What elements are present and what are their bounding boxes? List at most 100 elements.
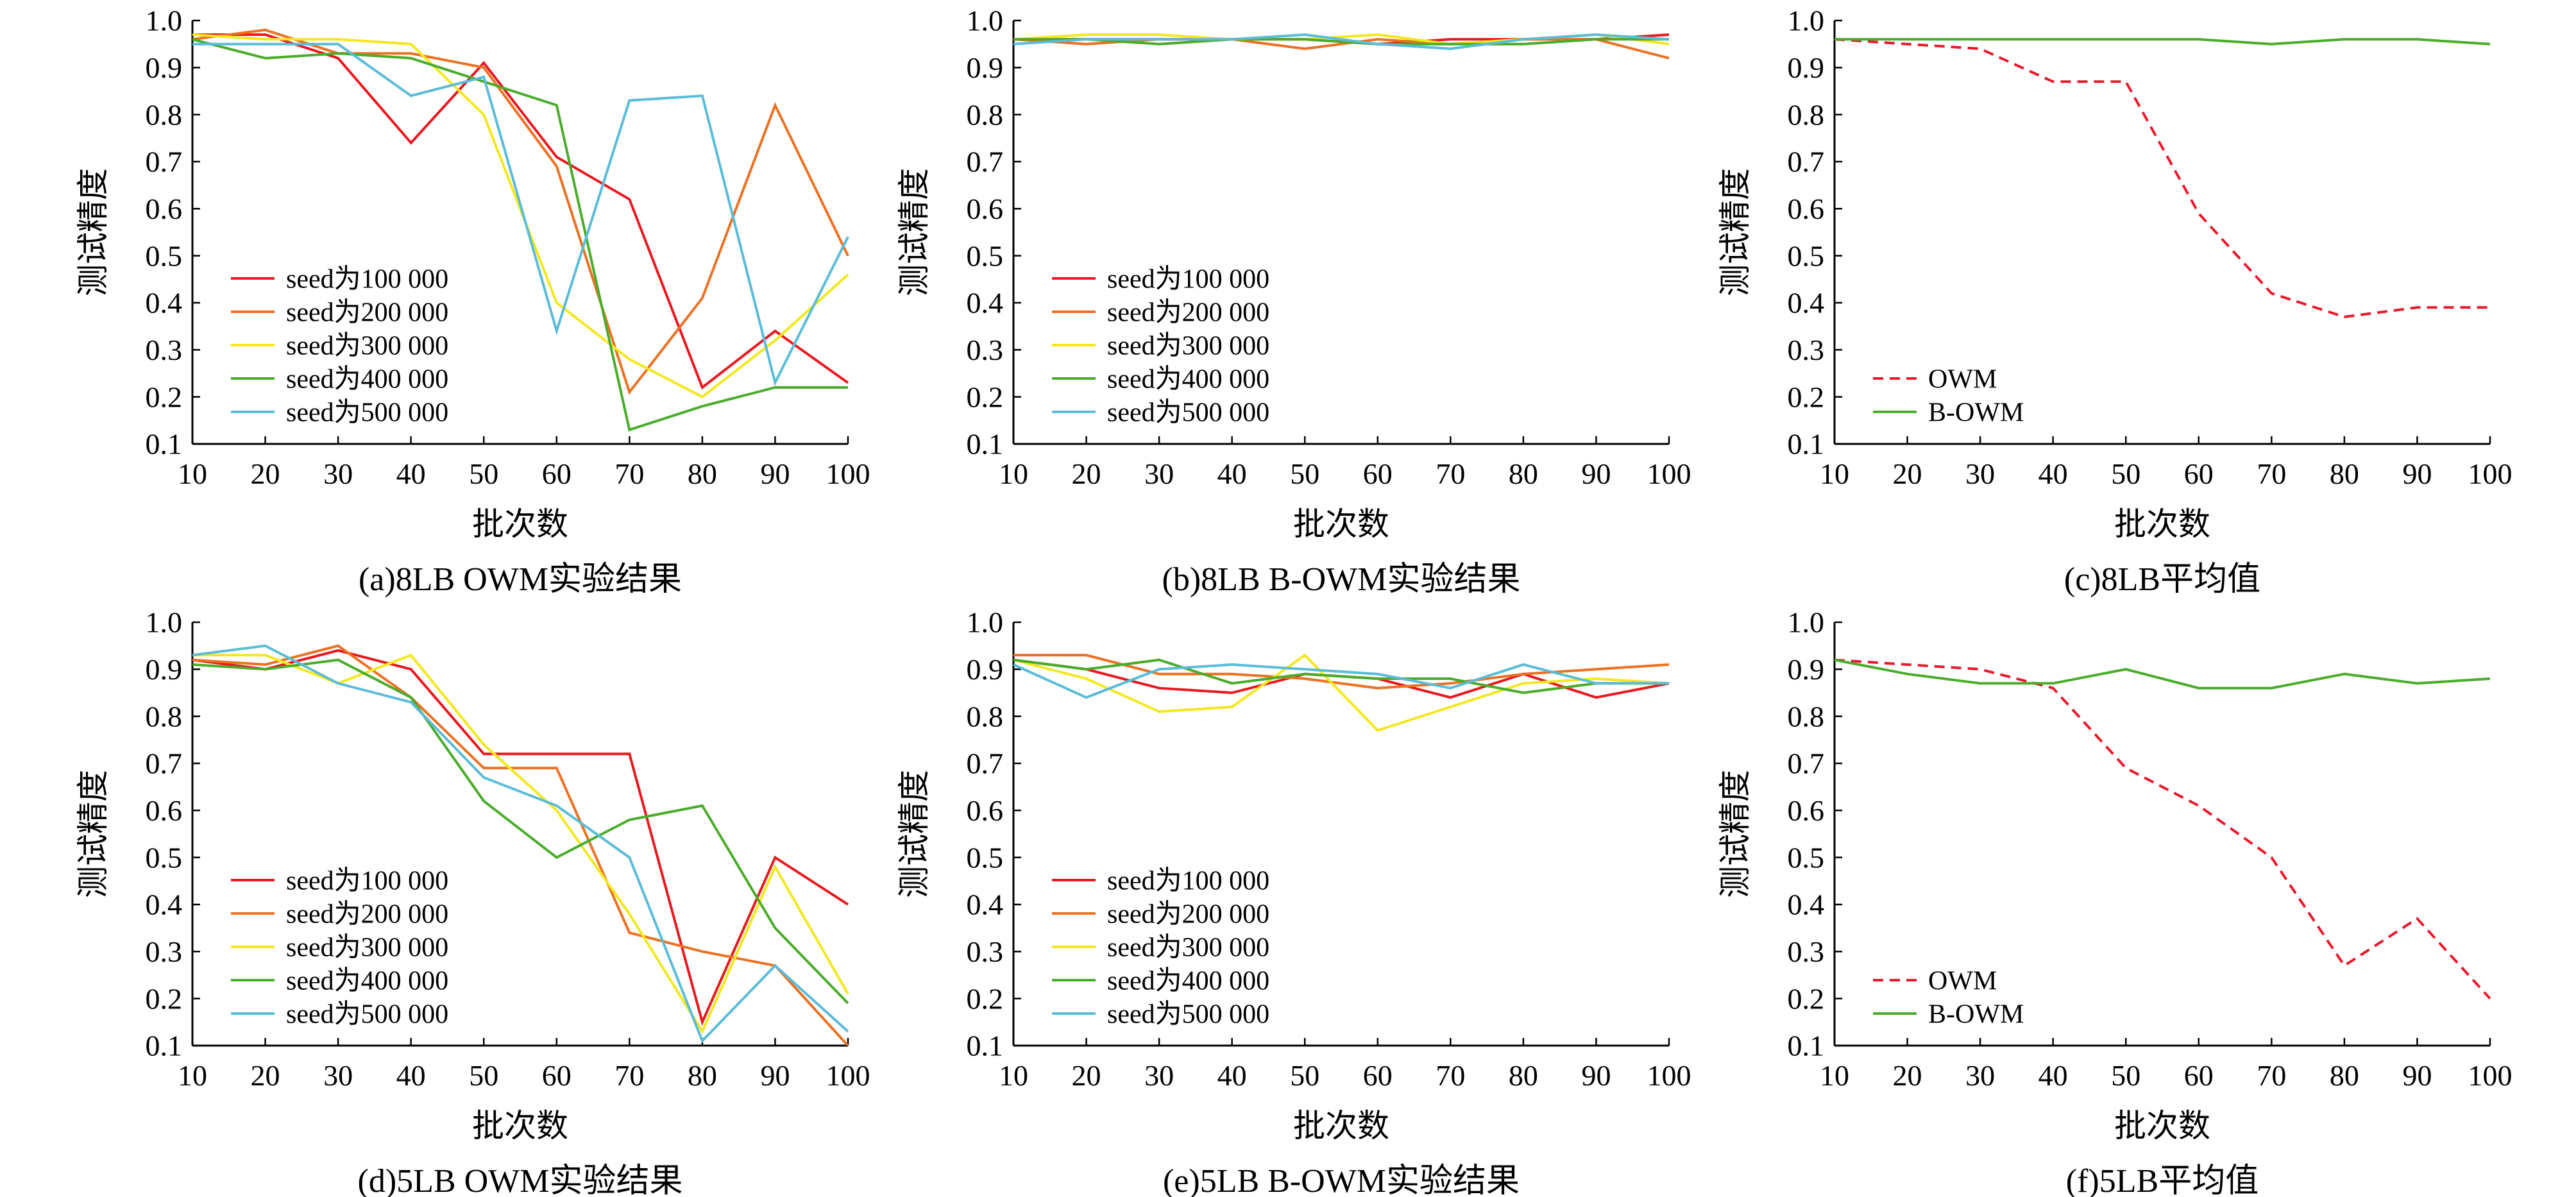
x-tick-label: 100 (826, 1059, 870, 1092)
series-line-5 (192, 644, 849, 1044)
x-tick-label: 90 (760, 457, 790, 490)
series-line-2 (192, 644, 849, 1046)
series-line-2 (1835, 658, 2491, 690)
x-tick-label: 70 (1436, 1059, 1465, 1092)
y-tick-label: 0.9 (1788, 51, 1825, 84)
y-tick-label: 0.1 (1788, 428, 1825, 461)
x-tick-label: 10 (999, 1059, 1028, 1092)
x-tick-label: 90 (1581, 1059, 1611, 1092)
x-tick-label: 70 (2257, 457, 2286, 490)
x-tick-label: 60 (1363, 457, 1393, 490)
y-tick-label: 0.8 (967, 700, 1004, 733)
x-tick-label: 30 (1144, 1059, 1174, 1092)
x-tick-label: 90 (1581, 457, 1611, 490)
x-tick-label: 80 (2330, 1059, 2359, 1092)
chart-panel-e: 0.1 0.2 0.3 0.4 0.5 0.6 0.7 0.8 0.9 1.0 10 20 30 40 50… (896, 606, 1691, 1197)
chart-panel-f: 0.1 0.2 0.3 0.4 0.5 0.6 0.7 0.8 0.9 1.0 10 20 30 40 50… (1717, 606, 2512, 1197)
x-tick-label: 50 (2111, 457, 2140, 490)
y-tick-label: 0.7 (967, 747, 1004, 780)
x-axis-label: 批次数 (472, 1108, 568, 1144)
panel-caption: (f)5LB平均值 (2066, 1163, 2258, 1197)
y-tick-label: 0.9 (967, 51, 1004, 84)
series-line-4 (192, 38, 848, 432)
legend-label: seed为100 000 (286, 867, 448, 896)
legend-label: seed为400 000 (286, 365, 448, 395)
series-line-1 (1835, 38, 2490, 319)
y-tick-label: 0.1 (146, 428, 183, 461)
x-tick-label: 80 (688, 1059, 717, 1092)
x-tick-label: 60 (2184, 1059, 2214, 1092)
legend-label: seed为400 000 (286, 967, 448, 996)
series-line-2 (1835, 38, 2491, 46)
x-tick-label: 80 (1509, 457, 1538, 490)
legend-label: seed为100 000 (1107, 265, 1269, 294)
y-tick-label: 1.0 (967, 606, 1004, 639)
y-tick-label: 0.8 (1788, 98, 1825, 131)
x-tick-label: 50 (469, 1059, 498, 1092)
legend-label: seed为300 000 (286, 933, 448, 963)
series-line-5 (1013, 663, 1669, 699)
x-tick-label: 100 (2468, 457, 2512, 490)
legend-label: B-OWM (1928, 1000, 2024, 1030)
x-tick-label: 90 (760, 1059, 790, 1092)
y-tick-label: 0.4 (146, 287, 183, 319)
y-tick-label: 0.5 (967, 239, 1004, 272)
y-tick-label: 1.0 (1788, 4, 1825, 37)
x-tick-label: 40 (1217, 1059, 1247, 1092)
panel-caption: (b)8LB B-OWM实验结果 (1162, 561, 1521, 598)
y-tick-label: 0.5 (146, 239, 183, 272)
x-tick-label: 30 (1144, 457, 1174, 490)
y-tick-label: 0.5 (146, 841, 183, 874)
series-line-5 (192, 42, 849, 387)
y-tick-label: 0.6 (967, 794, 1004, 827)
y-tick-label: 0.4 (146, 888, 183, 921)
x-axis-label: 批次数 (1293, 506, 1389, 542)
x-tick-label: 30 (323, 457, 353, 490)
y-axis-label: 测试精度 (896, 168, 932, 296)
series-line-4 (1013, 658, 1669, 695)
x-tick-label: 60 (542, 457, 572, 490)
legend-label: seed为200 000 (286, 298, 448, 328)
y-tick-label: 0.6 (1788, 794, 1825, 827)
x-axis-label: 批次数 (472, 506, 568, 542)
y-axis-label: 测试精度 (75, 770, 111, 898)
x-tick-label: 40 (396, 457, 426, 490)
series-line-3 (1013, 653, 1670, 732)
y-tick-label: 0.9 (967, 653, 1004, 686)
chart-panel-c: 0.1 0.2 0.3 0.4 0.5 0.6 0.7 0.8 0.9 1.0 10 20 30 40 50… (1717, 4, 2512, 598)
x-tick-label: 20 (1072, 457, 1101, 490)
x-tick-label: 90 (2402, 457, 2432, 490)
y-tick-label: 0.5 (967, 841, 1004, 874)
x-tick-label: 30 (323, 1059, 353, 1092)
chart-panel-b: 0.1 0.2 0.3 0.4 0.5 0.6 0.7 0.8 0.9 1.0 10 20 30 40 50… (896, 4, 1691, 598)
x-tick-label: 50 (1290, 1059, 1319, 1092)
y-tick-label: 0.1 (146, 1030, 183, 1062)
x-tick-label: 50 (2111, 1059, 2140, 1092)
chart-panel-d: 0.1 0.2 0.3 0.4 0.5 0.6 0.7 0.8 0.9 1.0 10 20 30 40 50… (75, 606, 870, 1197)
y-tick-label: 0.2 (1788, 380, 1825, 413)
legend-label: seed为300 000 (1107, 933, 1269, 963)
y-tick-label: 0.8 (146, 98, 183, 131)
x-tick-label: 10 (999, 457, 1028, 490)
legend-label: OWM (1928, 967, 1997, 996)
y-tick-label: 0.8 (146, 700, 183, 733)
y-tick-label: 1.0 (146, 606, 183, 639)
y-tick-label: 0.1 (967, 428, 1004, 461)
series-line-3 (192, 653, 849, 1035)
y-tick-label: 0.2 (146, 982, 183, 1015)
legend: OWM B-OWM (1873, 967, 2024, 1030)
x-tick-label: 20 (1893, 457, 1922, 490)
y-tick-label: 0.2 (1788, 982, 1825, 1015)
x-tick-label: 90 (2402, 1059, 2432, 1092)
x-tick-label: 30 (1965, 1059, 1995, 1092)
legend-label: seed为500 000 (1107, 398, 1269, 428)
legend-label: seed为500 000 (286, 398, 448, 428)
panel-caption: (c)8LB平均值 (2064, 561, 2260, 598)
series-line-1 (1835, 658, 2491, 1000)
y-tick-label: 0.9 (1788, 653, 1825, 686)
x-tick-label: 40 (396, 1059, 426, 1092)
legend-label: seed为300 000 (1107, 332, 1269, 361)
legend-label: seed为200 000 (286, 900, 448, 930)
y-tick-label: 0.3 (1788, 334, 1825, 366)
